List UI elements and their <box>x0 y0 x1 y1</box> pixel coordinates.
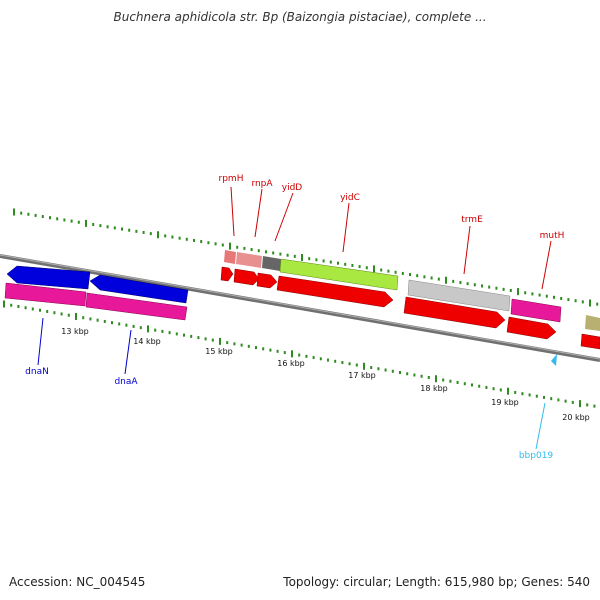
cds-bar-dnaA[interactable] <box>85 292 188 321</box>
gene-label-yidD[interactable]: yidD <box>282 183 303 193</box>
label-leaders <box>37 186 552 450</box>
upper-tick-row <box>13 208 599 307</box>
cds-bar-rnpA[interactable] <box>236 252 262 268</box>
cds-bar-trmE[interactable] <box>407 279 511 312</box>
leader-dnaA <box>124 329 132 375</box>
gene-label-yidC[interactable]: yidC <box>340 193 360 203</box>
gene-label-rnpA[interactable]: rnpA <box>251 179 273 189</box>
gene-arrow-rpmH[interactable] <box>220 266 234 282</box>
forward-strand-features <box>220 250 600 366</box>
leader-mutH <box>541 240 552 290</box>
scale-label-15kbp: 15 kbp <box>205 347 233 356</box>
scale-label-16kbp: 16 kbp <box>277 359 305 368</box>
leader-yidC <box>342 202 350 253</box>
gene-label-dnaA[interactable]: dnaA <box>114 377 138 387</box>
gene-arrow-yidC[interactable] <box>276 275 394 308</box>
scale-labels: 13 kbp 14 kbp 15 kbp 16 kbp 17 kbp 18 kb… <box>61 327 590 422</box>
gene-labels: rpmH rnpA yidD yidC trmE mutH dnaN dnaA … <box>25 174 564 461</box>
scale-label-13kbp: 13 kbp <box>61 327 89 336</box>
gene-arrow-edge[interactable] <box>580 333 600 350</box>
gene-arrow-mutH[interactable] <box>506 316 557 340</box>
leader-bbp019 <box>535 402 546 450</box>
cds-bar-mutH[interactable] <box>510 298 562 323</box>
gene-arrow-dnaA[interactable] <box>89 274 189 304</box>
gene-arrow-dnaN[interactable] <box>6 265 91 290</box>
scale-label-20kbp: 20 kbp <box>562 413 590 422</box>
cds-bar-yidC[interactable] <box>279 258 399 291</box>
gene-label-trmE[interactable]: trmE <box>461 215 483 225</box>
gene-label-dnaN[interactable]: dnaN <box>25 367 49 377</box>
accession-text: Accession: NC_004545 <box>9 575 145 589</box>
gene-arrow-trmE[interactable] <box>403 296 506 329</box>
gene-arrow-yidD[interactable] <box>256 272 278 289</box>
scale-label-19kbp: 19 kbp <box>491 398 519 407</box>
leader-trmE <box>463 225 471 275</box>
leader-rpmH <box>230 186 235 237</box>
reverse-strand-features <box>4 265 189 321</box>
genome-summary-text: Topology: circular; Length: 615,980 bp; … <box>282 575 590 589</box>
gene-label-rpmH[interactable]: rpmH <box>219 174 244 184</box>
gene-arrow-rnpA[interactable] <box>233 268 260 286</box>
genome-backbone <box>0 254 600 362</box>
cds-bar-dnaN[interactable] <box>4 282 87 307</box>
cds-bar-edge[interactable] <box>585 315 600 331</box>
leader-rnpA <box>254 188 263 238</box>
map-title: Buchnera aphidicola str. Bp (Baizongia p… <box>113 10 486 24</box>
rna-marker-bbp019[interactable] <box>551 354 557 366</box>
cds-bar-rpmH[interactable] <box>224 250 236 264</box>
leader-dnaN <box>37 317 44 366</box>
leader-yidD <box>274 192 294 242</box>
gene-label-bbp019[interactable]: bbp019 <box>519 451 554 461</box>
cds-bar-yidD[interactable] <box>262 256 281 271</box>
gene-label-mutH[interactable]: mutH <box>540 231 565 241</box>
scale-label-14kbp: 14 kbp <box>133 337 161 346</box>
scale-label-17kbp: 17 kbp <box>348 371 376 380</box>
scale-label-18kbp: 18 kbp <box>420 384 448 393</box>
lower-tick-row <box>3 300 596 408</box>
